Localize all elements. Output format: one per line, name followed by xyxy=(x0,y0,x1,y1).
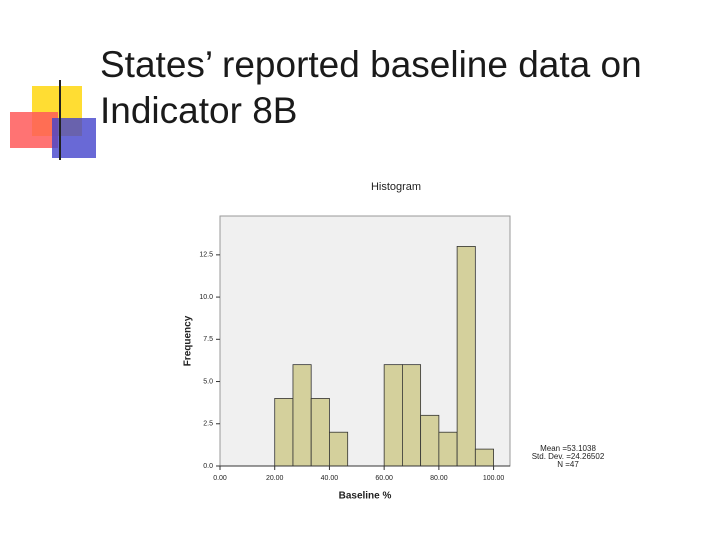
bar xyxy=(401,364,422,467)
stats-annotation: N =47 xyxy=(557,460,579,469)
x-tick-label: 80.00 xyxy=(430,475,448,482)
bar xyxy=(292,364,312,467)
bar xyxy=(329,431,349,467)
x-tick-label: 100.00 xyxy=(483,475,505,482)
y-tick-label: 0.0 xyxy=(203,463,213,470)
stats-annotation: Std. Dev. =24.26502 xyxy=(532,452,605,461)
x-tick-label: 40.00 xyxy=(321,475,339,482)
y-tick-label: 12.5 xyxy=(199,252,213,259)
decor-blue xyxy=(52,118,96,158)
x-tick-label: 0.00 xyxy=(213,475,227,482)
bar xyxy=(438,431,458,467)
bar xyxy=(456,246,476,467)
y-tick-label: 10.0 xyxy=(199,294,213,301)
y-tick-label: 5.0 xyxy=(203,378,213,385)
stats-annotation: Mean =53.1038 xyxy=(540,444,596,453)
decor-red xyxy=(10,112,58,148)
bar xyxy=(420,414,440,467)
chart-title: Histogram xyxy=(371,181,421,193)
x-tick-label: 60.00 xyxy=(375,475,393,482)
x-axis-label: Baseline % xyxy=(339,491,392,502)
bar xyxy=(474,448,494,467)
y-tick-label: 7.5 xyxy=(203,336,213,343)
slide-title: States’ reported baseline data on Indica… xyxy=(100,44,642,131)
y-axis-label: Frequency xyxy=(183,315,194,366)
x-tick-label: 20.00 xyxy=(266,475,284,482)
y-tick-label: 2.5 xyxy=(203,421,213,428)
bar xyxy=(383,364,403,467)
bar xyxy=(310,398,330,467)
bar xyxy=(274,398,294,467)
